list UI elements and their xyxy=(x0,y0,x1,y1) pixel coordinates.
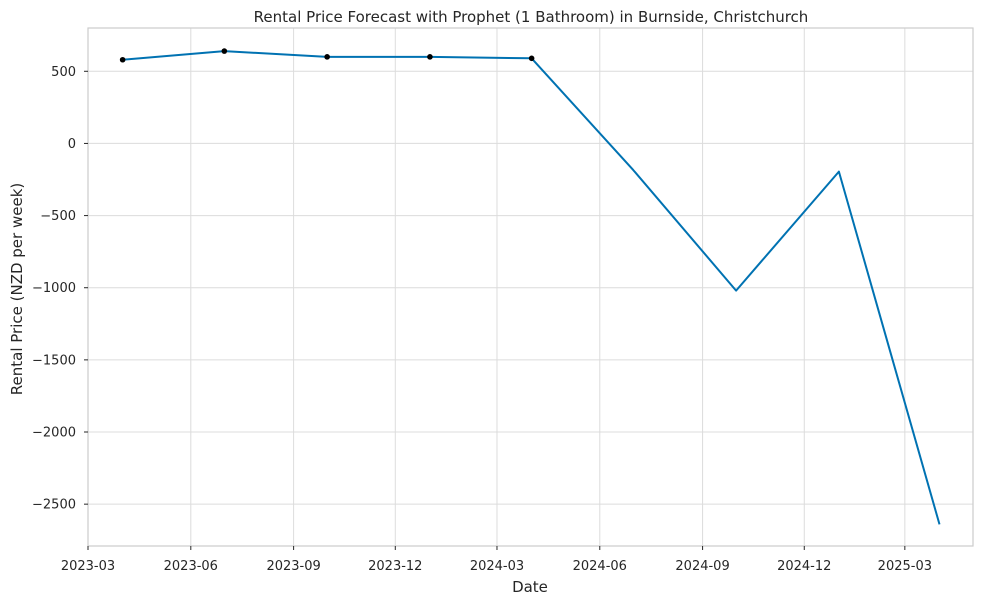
x-axis-title: Date xyxy=(512,578,548,596)
y-axis-title: Rental Price (NZD per week) xyxy=(8,183,26,395)
y-axis-ticks: 500 0 −500 −1000 −1500 −2000 −2500 xyxy=(32,65,88,513)
x-tick-label: 2025-03 xyxy=(878,559,932,574)
y-tick-label: −1000 xyxy=(32,281,76,296)
x-tick-label: 2024-12 xyxy=(777,559,831,574)
y-tick-label: −500 xyxy=(40,209,76,224)
observed-point xyxy=(119,56,126,63)
series-layer xyxy=(119,48,941,525)
y-tick-label: −1500 xyxy=(32,353,76,368)
x-tick-label: 2023-03 xyxy=(61,559,115,574)
observed-point xyxy=(324,54,330,60)
y-tick-label: 500 xyxy=(51,65,76,80)
observed-point xyxy=(528,55,535,62)
x-tick-label: 2023-12 xyxy=(368,559,422,574)
chart-title: Rental Price Forecast with Prophet (1 Ba… xyxy=(254,8,809,26)
x-tick-label: 2024-03 xyxy=(470,559,524,574)
y-tick-label: −2000 xyxy=(32,426,76,441)
x-tick-label: 2023-06 xyxy=(164,559,218,574)
x-tick-label: 2023-09 xyxy=(266,559,320,574)
y-tick-label: −2500 xyxy=(32,498,76,513)
y-tick-label: 0 xyxy=(68,137,76,152)
plot-frame xyxy=(87,27,974,547)
x-axis-ticks: 2023-03 2023-06 2023-09 2023-12 2024-03 2024-… xyxy=(61,546,932,574)
x-tick-label: 2024-06 xyxy=(573,559,627,574)
grid-lines xyxy=(87,28,973,546)
x-tick-label: 2024-09 xyxy=(675,559,729,574)
observed-point xyxy=(427,54,433,60)
observed-point xyxy=(221,48,228,54)
